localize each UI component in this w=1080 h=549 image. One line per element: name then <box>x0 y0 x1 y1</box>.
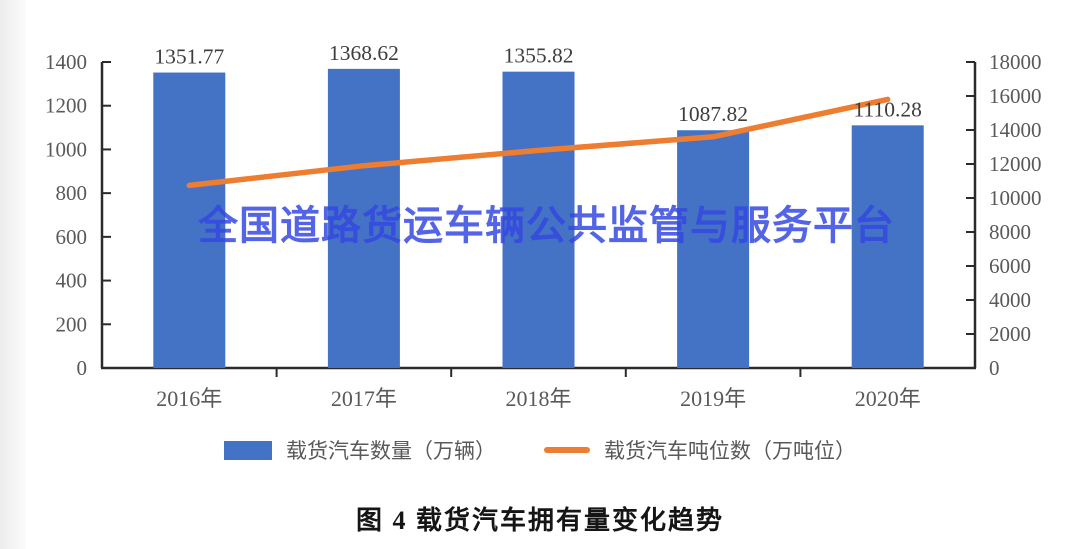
x-category-label: 2016年 <box>156 386 222 411</box>
bar-2018年 <box>502 71 575 368</box>
legend-item-truck-count: 载货汽车数量（万辆） <box>224 435 496 465</box>
left-axis-tick-label: 1200 <box>45 94 87 118</box>
bar-2020年 <box>851 125 924 368</box>
bar-series-swatch-icon <box>224 440 272 460</box>
bar-data-label: 1355.82 <box>504 44 574 68</box>
x-category-label: 2018年 <box>505 386 571 411</box>
right-axis-tick-label: 16000 <box>989 84 1042 108</box>
line-series-swatch-icon <box>544 447 590 453</box>
left-axis-tick-label: 200 <box>56 312 88 336</box>
left-axis-tick-label: 0 <box>77 356 88 380</box>
bar-2019年 <box>677 130 750 368</box>
legend-item-tonnage: 载货汽车吨位数（万吨位） <box>544 435 856 465</box>
right-axis-tick-label: 6000 <box>989 254 1031 278</box>
combo-chart: 0200400600800100012001400020004000600080… <box>45 41 1042 411</box>
x-category-label: 2017年 <box>331 386 397 411</box>
figure-caption: 图 4 载货汽车拥有量变化趋势 <box>355 506 724 535</box>
left-axis-tick-label: 1000 <box>45 137 87 161</box>
left-axis-tick-label: 400 <box>56 269 88 293</box>
bar-2016年 <box>153 72 226 369</box>
right-axis-tick-label: 12000 <box>989 152 1042 176</box>
bar-data-label: 1351.77 <box>154 45 224 69</box>
tonnage-line <box>186 96 891 189</box>
bar-data-label: 1110.28 <box>854 97 922 121</box>
left-axis-tick-label: 600 <box>56 225 88 249</box>
right-axis-tick-label: 10000 <box>989 186 1042 210</box>
right-axis-tick-label: 2000 <box>989 322 1031 346</box>
chart-legend: 载货汽车数量（万辆） 载货汽车吨位数（万吨位） <box>0 432 1080 468</box>
legend-label-truck-count: 载货汽车数量（万辆） <box>286 439 496 463</box>
right-axis-tick-label: 4000 <box>989 288 1031 312</box>
legend-label-tonnage: 载货汽车吨位数（万吨位） <box>604 439 856 463</box>
right-axis-tick-label: 8000 <box>989 220 1031 244</box>
right-axis-tick-label: 18000 <box>989 50 1042 74</box>
left-axis-tick-label: 800 <box>56 181 88 205</box>
right-axis-tick-label: 14000 <box>989 118 1042 142</box>
bar-data-label: 1087.82 <box>678 102 748 126</box>
left-axis-tick-label: 1400 <box>45 50 87 74</box>
x-category-label: 2019年 <box>680 386 746 411</box>
right-axis-tick-label: 0 <box>989 356 1000 380</box>
x-category-label: 2020年 <box>855 386 921 411</box>
bar-2017年 <box>327 68 400 369</box>
bar-data-label: 1368.62 <box>329 41 399 65</box>
